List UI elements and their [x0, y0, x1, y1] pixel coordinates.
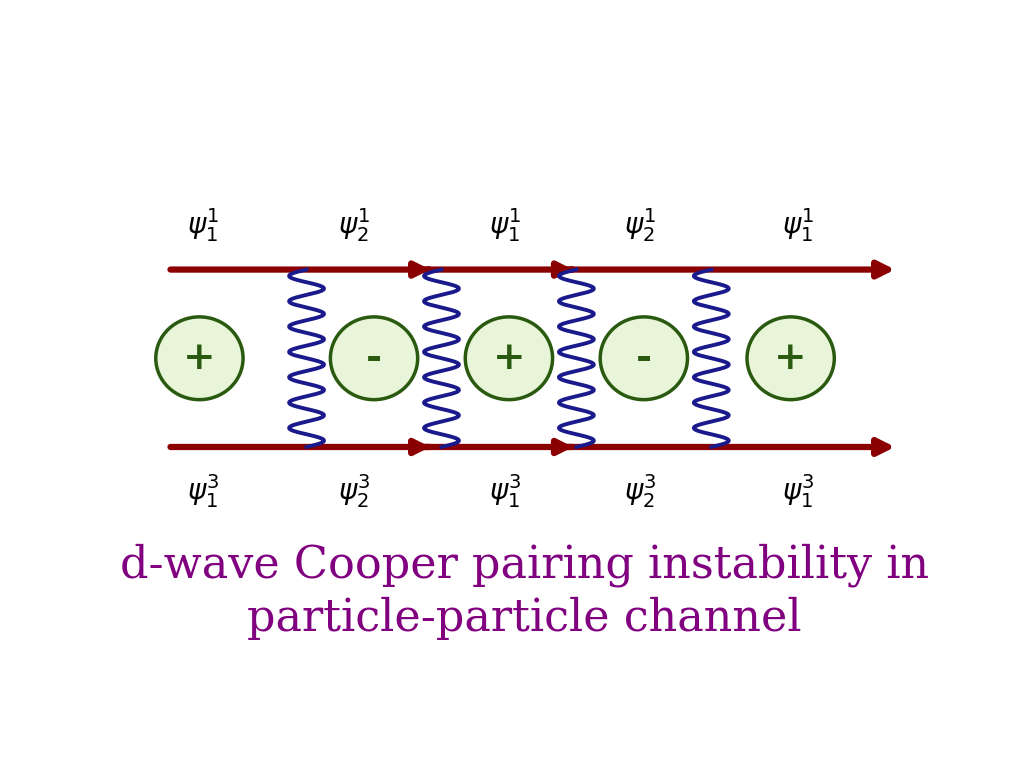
Text: $\psi^1_1$: $\psi^1_1$ [187, 207, 219, 244]
Text: -: - [366, 339, 382, 377]
Ellipse shape [600, 317, 687, 399]
Ellipse shape [331, 317, 418, 399]
Text: $\psi^3_2$: $\psi^3_2$ [338, 472, 371, 510]
Text: $\psi^3_1$: $\psi^3_1$ [782, 472, 815, 510]
Text: -: - [636, 339, 652, 377]
Text: $\psi^1_2$: $\psi^1_2$ [338, 207, 371, 244]
Ellipse shape [156, 317, 243, 399]
Text: $\psi^3_2$: $\psi^3_2$ [624, 472, 656, 510]
Text: +: + [774, 339, 807, 377]
Text: +: + [183, 339, 216, 377]
Text: d-wave Cooper pairing instability in: d-wave Cooper pairing instability in [120, 544, 930, 587]
Text: +: + [493, 339, 525, 377]
Text: $\psi^1_1$: $\psi^1_1$ [488, 207, 521, 244]
Text: $\psi^3_1$: $\psi^3_1$ [187, 472, 219, 510]
Text: $\psi^1_2$: $\psi^1_2$ [624, 207, 656, 244]
Text: $\psi^1_1$: $\psi^1_1$ [782, 207, 815, 244]
Text: particle-particle channel: particle-particle channel [248, 597, 802, 640]
Ellipse shape [465, 317, 553, 399]
Text: $\psi^3_1$: $\psi^3_1$ [488, 472, 521, 510]
Ellipse shape [746, 317, 835, 399]
